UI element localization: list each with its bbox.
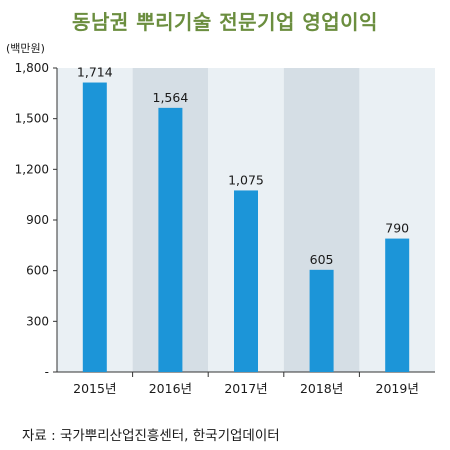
y-tick-label: 600 xyxy=(26,264,49,278)
bar-value-label: 1,564 xyxy=(153,90,189,105)
bar xyxy=(234,190,258,372)
bar-value-label: 790 xyxy=(385,221,409,236)
y-tick-label: 900 xyxy=(26,213,49,227)
y-tick-label: 1,500 xyxy=(15,112,49,126)
y-axis-unit-label: (백만원) xyxy=(6,42,45,55)
y-tick-label: 1,200 xyxy=(15,162,49,176)
x-category-label: 2019년 xyxy=(376,381,419,396)
x-category-label: 2018년 xyxy=(300,381,343,396)
bar xyxy=(385,238,410,372)
x-category-label: 2017년 xyxy=(224,381,267,396)
y-tick-label: 1,800 xyxy=(15,61,49,75)
x-category-label: 2015년 xyxy=(73,381,116,396)
bar xyxy=(82,82,107,372)
chart-title: 동남권 뿌리기술 전문기업 영업이익 xyxy=(72,10,378,34)
bar-value-label: 1,714 xyxy=(77,65,113,80)
bar xyxy=(158,107,183,372)
x-category-label: 2016년 xyxy=(149,381,192,396)
bar-value-label: 1,075 xyxy=(228,172,264,187)
bar xyxy=(309,269,334,372)
bar-value-label: 605 xyxy=(310,252,334,267)
source-note: 자료 : 국가뿌리산업진흥센터, 한국기업데이터 xyxy=(22,428,280,444)
y-tick-label: 300 xyxy=(26,314,49,328)
y-tick-label: - xyxy=(45,365,49,379)
